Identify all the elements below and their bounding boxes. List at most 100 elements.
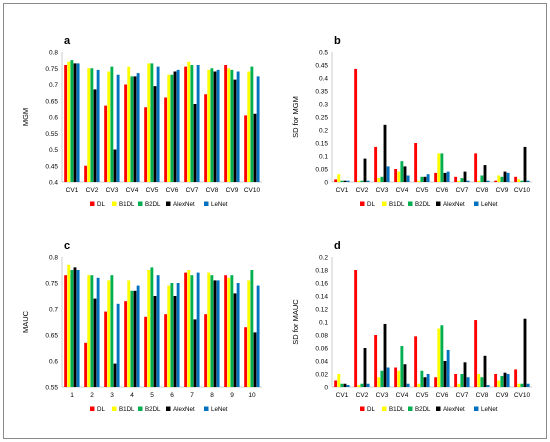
bar-b2dl-4 (130, 290, 134, 387)
y-tick-label: 0.2 (319, 255, 328, 262)
bar-b2dl-cv8 (480, 377, 484, 387)
bar-b1dl-10 (247, 280, 251, 387)
y-tick-label: 0.12 (315, 307, 328, 314)
chart-svg-a: a MGM 0.4 0.45 0.5 0.55 0.6 0.65 0.7 0.75 0.8 CV1 CV… (21, 35, 262, 208)
bar-dl-1 (64, 275, 68, 387)
bar-dl-cv9 (494, 374, 498, 387)
bar-b2dl-cv4 (130, 76, 134, 182)
bar-alexnet-8 (213, 280, 217, 387)
bar-lenet-cv9 (236, 71, 240, 182)
bar-alexnet-cv3 (383, 124, 387, 182)
y-tick-label: 0.75 (45, 281, 58, 288)
chart-svg-d: d SD for MAUC 0 0.02 0.04 0.06 0.08 0.1 0.12 0.14… (291, 240, 532, 413)
bar-lenet-cv6 (446, 171, 450, 182)
x-tick-label: 6 (170, 392, 174, 399)
bar-b2dl-cv10 (520, 383, 524, 387)
bar-alexnet-cv10 (523, 146, 527, 182)
bar-b1dl-cv4 (397, 370, 401, 387)
bar-b2dl-cv7 (460, 178, 464, 182)
y-tick-label: 0.15 (315, 141, 328, 148)
bar-lenet-7 (196, 272, 200, 387)
x-tick-label: 1 (70, 392, 74, 399)
bar-b2dl-7 (190, 275, 194, 387)
x-tick-label: CV4 (396, 187, 409, 194)
bar-dl-cv2 (354, 270, 358, 387)
bar-lenet-cv2 (96, 69, 100, 182)
legend-label-alexnet: AlexNet (443, 201, 465, 208)
bar-dl-cv6 (434, 172, 438, 182)
bar-alexnet-cv1 (343, 383, 347, 387)
x-tick-label: CV3 (106, 187, 119, 194)
bar-b2dl-2 (90, 275, 94, 387)
bar-dl-cv3 (374, 146, 378, 182)
bar-b2dl-cv1 (70, 60, 74, 183)
x-tick-label: CV1 (336, 392, 349, 399)
bar-b1dl-cv6 (437, 328, 441, 387)
x-tick-label: CV8 (476, 392, 489, 399)
y-axis-title-d: SD for MAUC (291, 299, 300, 345)
panel-c-mauc-chart: c MAUC 0.55 0.6 0.65 0.7 0.75 0.8 1 2 3 4 5 6 7 8 9 10 DL B… (14, 239, 269, 434)
y-tick-label: 0 (324, 385, 328, 392)
y-tick-label: 0.8 (49, 50, 58, 57)
bar-alexnet-2 (93, 298, 97, 387)
bar-b1dl-cv5 (417, 180, 421, 182)
bar-b1dl-cv3 (377, 178, 381, 182)
bar-dl-cv10 (514, 369, 518, 387)
bar-lenet-cv4 (406, 175, 410, 182)
bar-b2dl-6 (170, 283, 174, 387)
x-tick-label: CV10 (514, 187, 531, 194)
x-tick-label: CV9 (496, 392, 509, 399)
bar-alexnet-cv2 (93, 89, 97, 183)
bar-b1dl-cv1 (67, 61, 71, 182)
x-tick-label: 8 (210, 392, 214, 399)
x-tick-label: CV1 (336, 187, 349, 194)
bar-lenet-cv1 (76, 63, 80, 183)
legend-label-b2dl: B2DL (145, 201, 161, 208)
y-tick-label: 0.04 (315, 359, 328, 366)
bar-b2dl-cv8 (210, 68, 214, 182)
bar-b2dl-cv5 (150, 63, 154, 183)
legend-swatch-b2dl (138, 201, 143, 206)
bar-lenet-cv5 (426, 174, 430, 182)
bar-dl-8 (204, 314, 208, 387)
bar-alexnet-cv8 (483, 355, 487, 387)
bar-alexnet-10 (253, 332, 257, 387)
bar-dl-6 (164, 314, 168, 387)
bar-b1dl-cv2 (357, 385, 361, 387)
legend-swatch-dl (90, 201, 95, 206)
bar-lenet-cv6 (176, 69, 180, 182)
bar-b2dl-5 (150, 267, 154, 387)
panel-letter-c: c (64, 240, 70, 252)
bar-alexnet-3 (113, 363, 117, 387)
bar-alexnet-cv8 (213, 71, 217, 182)
y-tick-label: 0.25 (315, 115, 328, 122)
bar-lenet-cv10 (526, 180, 530, 182)
bar-alexnet-cv7 (463, 171, 467, 182)
legend-swatch-alexnet (436, 406, 441, 411)
bar-b1dl-7 (187, 270, 191, 387)
x-tick-label: CV7 (456, 392, 469, 399)
y-tick-label: 0.7 (49, 82, 58, 89)
y-tick-label: 0.35 (315, 89, 328, 96)
y-tick-label: 0.1 (319, 154, 328, 161)
legend-swatch-alexnet (166, 406, 171, 411)
panel-a-mgm-chart: a MGM 0.4 0.45 0.5 0.55 0.6 0.65 0.7 0.75 0.8 CV1 CV… (14, 34, 269, 229)
bar-alexnet-7 (193, 319, 197, 387)
legend-swatch-b1dl (112, 406, 117, 411)
bar-lenet-cv6 (446, 349, 450, 387)
panel-letter-b: b (334, 35, 341, 47)
x-tick-label: 10 (248, 392, 256, 399)
bar-alexnet-cv5 (423, 377, 427, 387)
panel-d-sd-mauc-chart: d SD for MAUC 0 0.02 0.04 0.06 0.08 0.1 0.12 0.14… (284, 239, 539, 434)
bar-lenet-cv7 (466, 377, 470, 387)
x-tick-label: CV8 (476, 187, 489, 194)
bar-dl-cv7 (454, 176, 458, 182)
x-tick-label: CV9 (226, 187, 239, 194)
bar-alexnet-cv4 (403, 166, 407, 182)
bar-lenet-6 (176, 283, 180, 387)
panel-letter-a: a (64, 35, 71, 47)
y-tick-label: 0.65 (45, 333, 58, 340)
bar-lenet-3 (116, 303, 120, 387)
bar-alexnet-cv9 (503, 372, 507, 387)
bar-b2dl-cv5 (420, 176, 424, 182)
